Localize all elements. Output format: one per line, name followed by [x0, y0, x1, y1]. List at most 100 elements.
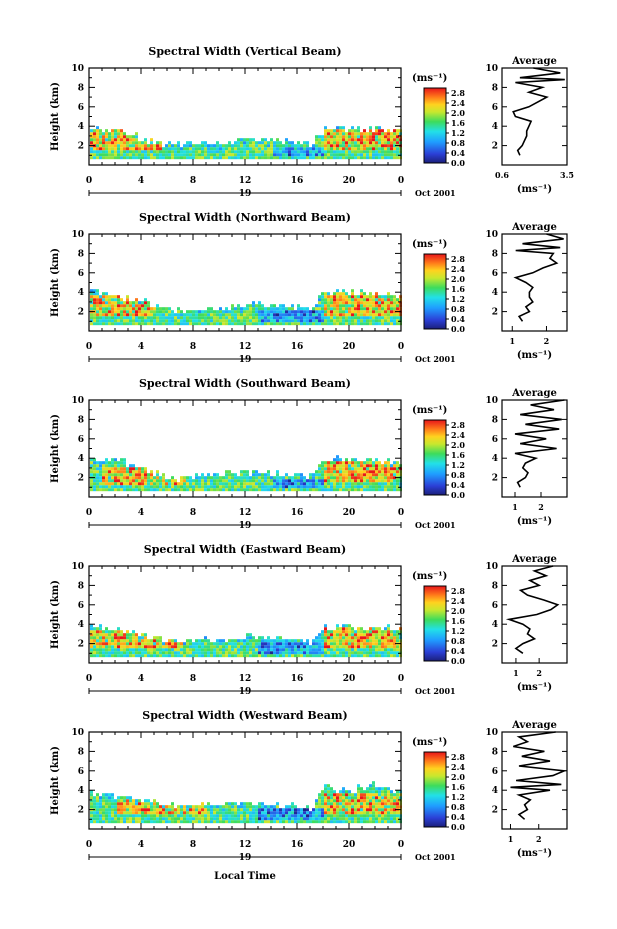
- x-tick-label: 0: [398, 508, 404, 518]
- heatmap-cell: [144, 310, 147, 314]
- heatmap-cell: [147, 150, 150, 154]
- heatmap-cell: [216, 814, 219, 818]
- heatmap-cell: [108, 476, 111, 480]
- heatmap-cell: [177, 817, 180, 821]
- heatmap-cell: [126, 808, 129, 812]
- heatmap-cell: [249, 633, 252, 637]
- heatmap-cell: [315, 645, 318, 649]
- heatmap-cell: [225, 310, 228, 314]
- heatmap-cell: [243, 485, 246, 489]
- heatmap-cell: [240, 316, 243, 320]
- heatmap-cell: [348, 799, 351, 803]
- heatmap-cell: [114, 639, 117, 643]
- heatmap-cell: [99, 313, 102, 317]
- heatmap-cell: [249, 313, 252, 317]
- heatmap-cell: [195, 482, 198, 486]
- heatmap-cell: [114, 479, 117, 483]
- heatmap-cell: [138, 316, 141, 320]
- heatmap-cell: [369, 138, 372, 142]
- heatmap-cell: [174, 144, 177, 148]
- heatmap-cell: [390, 147, 393, 151]
- heatmap-cell: [357, 313, 360, 317]
- heatmap-cell: [231, 476, 234, 480]
- heatmap-cell: [390, 135, 393, 139]
- heatmap-cell: [282, 639, 285, 643]
- heatmap-cell: [102, 153, 105, 157]
- heatmap-cell: [147, 322, 150, 326]
- heatmap-cell: [372, 153, 375, 157]
- heatmap-cell: [381, 322, 384, 326]
- heatmap-cell: [183, 479, 186, 483]
- heatmap-cell: [222, 476, 225, 480]
- heatmap-cell: [210, 645, 213, 649]
- heatmap-cell: [93, 820, 96, 824]
- heatmap-cell: [324, 304, 327, 308]
- heatmap-cell: [282, 817, 285, 821]
- heatmap-cell: [276, 322, 279, 326]
- heatmap-cell: [234, 817, 237, 821]
- heatmap-cell: [90, 482, 93, 486]
- heatmap-cell: [162, 322, 165, 326]
- heatmap-cell: [360, 645, 363, 649]
- heatmap-cell: [282, 811, 285, 815]
- heatmap-cell: [237, 811, 240, 815]
- heatmap-cell: [363, 482, 366, 486]
- heatmap-cell: [132, 304, 135, 308]
- heatmap-cell: [177, 153, 180, 157]
- heatmap-cell: [387, 150, 390, 154]
- heatmap-cell: [339, 639, 342, 643]
- heatmap-cell: [123, 654, 126, 658]
- heatmap-cell: [363, 467, 366, 471]
- heatmap-cell: [126, 630, 129, 634]
- heatmap-cell: [129, 319, 132, 323]
- heatmap-cell: [321, 482, 324, 486]
- heatmap-cell: [387, 817, 390, 821]
- heatmap-cell: [207, 147, 210, 151]
- heatmap-cell: [213, 811, 216, 815]
- heatmap-cell: [306, 805, 309, 809]
- heatmap-cell: [231, 654, 234, 658]
- heatmap-cell: [360, 464, 363, 468]
- heatmap-cell: [354, 651, 357, 655]
- heatmap-cell: [252, 648, 255, 652]
- heatmap-cell: [306, 307, 309, 311]
- heatmap-cell: [207, 811, 210, 815]
- heatmap-cell: [339, 126, 342, 130]
- heatmap-cell: [381, 648, 384, 652]
- heatmap-cell: [93, 464, 96, 468]
- heatmap-cell: [321, 473, 324, 477]
- heatmap-cell: [342, 817, 345, 821]
- heatmap-cell: [144, 144, 147, 148]
- heatmap-cell: [153, 313, 156, 317]
- heatmap-cell: [261, 814, 264, 818]
- heatmap-cell: [204, 642, 207, 646]
- heatmap-cell: [369, 820, 372, 824]
- heatmap-cell: [375, 470, 378, 474]
- heatmap-cell: [258, 476, 261, 480]
- heatmap-cell: [258, 316, 261, 320]
- heatmap-cell: [288, 488, 291, 492]
- heatmap-cell: [174, 654, 177, 658]
- heatmap-cell: [372, 781, 375, 785]
- heatmap-cell: [255, 814, 258, 818]
- heatmap-cell: [276, 805, 279, 809]
- heatmap-cell: [375, 141, 378, 145]
- heatmap-cell: [396, 805, 399, 809]
- heatmap-cell: [273, 319, 276, 323]
- heatmap-cell: [237, 476, 240, 480]
- heatmap-cell: [354, 799, 357, 803]
- heatmap-cell: [234, 802, 237, 806]
- heatmap-cell: [336, 322, 339, 326]
- heatmap-cell: [147, 316, 150, 320]
- heatmap-cell: [291, 304, 294, 308]
- heatmap-cell: [324, 485, 327, 489]
- heatmap-cell: [162, 642, 165, 646]
- heatmap-cell: [102, 636, 105, 640]
- heatmap-cell: [192, 811, 195, 815]
- heatmap-cell: [372, 651, 375, 655]
- heatmap-cell: [342, 651, 345, 655]
- heatmap-cell: [333, 482, 336, 486]
- heatmap-cell: [348, 654, 351, 658]
- heatmap-cell: [300, 156, 303, 160]
- heatmap-cell: [174, 485, 177, 489]
